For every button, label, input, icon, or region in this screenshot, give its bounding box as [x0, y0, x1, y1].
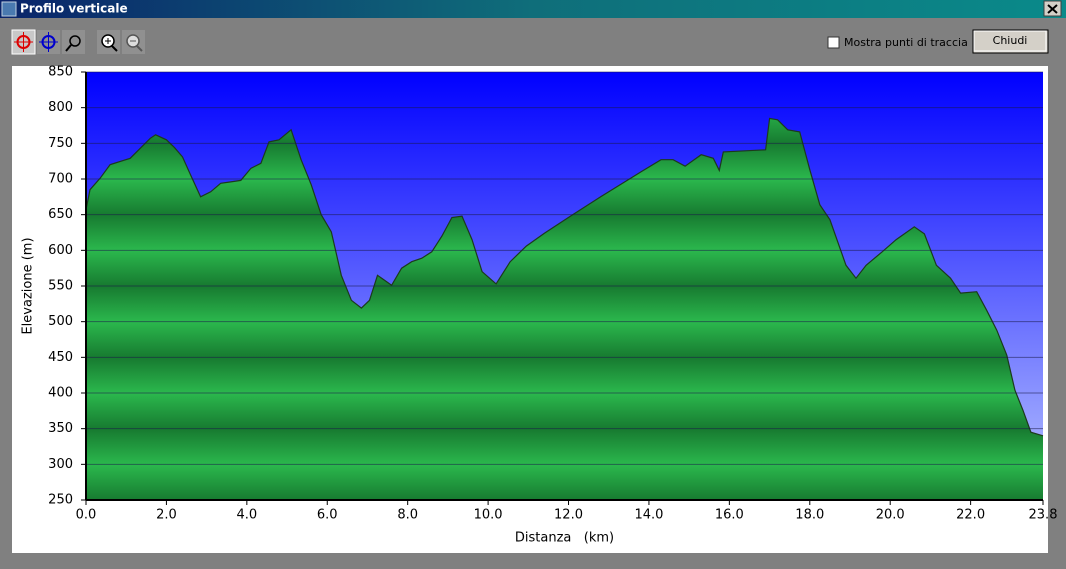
y-tick-label: 250 [48, 493, 73, 508]
y-tick-label: 850 [48, 65, 73, 80]
x-tick-label: 6.0 [317, 508, 338, 523]
checkbox-label: Mostra punti di traccia [844, 36, 968, 49]
y-tick-label: 350 [48, 421, 73, 436]
x-axis-label: Distanza (km) [515, 531, 614, 546]
close-window-button[interactable]: Chiudi [972, 29, 1049, 54]
x-tick-label: 4.0 [236, 508, 257, 523]
x-tick-label: 12.0 [554, 508, 583, 523]
zoom-in-tool[interactable] [97, 30, 120, 54]
pan-tool[interactable] [11, 29, 36, 55]
window-icon [1, 1, 17, 17]
plot: 250 300 350 400 450 500 550 600 650 700 750 800 850 0… [21, 65, 1058, 546]
y-axis-label: Elevazione (m) [21, 237, 36, 334]
x-tick-label: 14.0 [634, 508, 663, 523]
y-tick-label: 400 [48, 386, 73, 401]
y-tick-label: 750 [48, 136, 73, 151]
window-title: Profilo verticale [20, 2, 128, 16]
zoom-area-tool[interactable] [62, 30, 85, 54]
checkbox[interactable] [827, 36, 840, 49]
y-tick-label: 550 [48, 279, 73, 294]
elevation-line [85, 117, 1044, 437]
y-tick-label: 700 [48, 172, 73, 187]
button-label: Chiudi [993, 34, 1028, 47]
y-tick-label: 500 [48, 314, 73, 329]
elevation-area [86, 118, 1043, 501]
y-tick-label: 600 [48, 243, 73, 258]
x-tick-label: 16.0 [715, 508, 744, 523]
y-tick-label: 450 [48, 350, 73, 365]
x-tick-label: 23.8 [1029, 508, 1058, 523]
toolbar [11, 29, 145, 55]
x-tick-label: 2.0 [156, 508, 177, 523]
x-tick-label: 22.0 [956, 508, 985, 523]
x-tick-label: 0.0 [76, 508, 97, 523]
x-tick-label: 18.0 [795, 508, 824, 523]
zoom-out-tool[interactable] [122, 30, 145, 54]
x-tick-label: 20.0 [876, 508, 905, 523]
select-tool[interactable] [37, 30, 60, 54]
y-tick-label: 300 [48, 457, 73, 472]
y-tick-label: 800 [48, 100, 73, 115]
x-tick-label: 10.0 [474, 508, 503, 523]
y-tick-label: 650 [48, 207, 73, 222]
title-bar [0, 0, 1066, 18]
close-button[interactable] [1043, 0, 1062, 17]
x-tick-label: 8.0 [397, 508, 418, 523]
